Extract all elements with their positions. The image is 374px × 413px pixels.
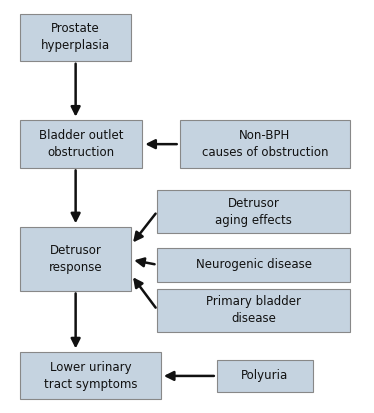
FancyBboxPatch shape [157, 190, 350, 233]
Text: Prostate
hyperplasia: Prostate hyperplasia [41, 22, 110, 52]
FancyBboxPatch shape [217, 360, 313, 392]
Text: Bladder outlet
obstruction: Bladder outlet obstruction [39, 129, 123, 159]
Text: Polyuria: Polyuria [241, 369, 289, 382]
Text: Detrusor
aging effects: Detrusor aging effects [215, 197, 292, 227]
FancyBboxPatch shape [20, 352, 161, 399]
Text: Lower urinary
tract symptoms: Lower urinary tract symptoms [44, 361, 137, 391]
FancyBboxPatch shape [180, 120, 350, 168]
FancyBboxPatch shape [20, 120, 142, 168]
Text: Non-BPH
causes of obstruction: Non-BPH causes of obstruction [202, 129, 328, 159]
Text: Primary bladder
disease: Primary bladder disease [206, 295, 301, 325]
FancyBboxPatch shape [20, 14, 131, 61]
FancyBboxPatch shape [157, 289, 350, 332]
FancyBboxPatch shape [20, 227, 131, 291]
Text: Neurogenic disease: Neurogenic disease [196, 259, 312, 271]
FancyBboxPatch shape [157, 247, 350, 282]
Text: Detrusor
response: Detrusor response [49, 244, 102, 274]
